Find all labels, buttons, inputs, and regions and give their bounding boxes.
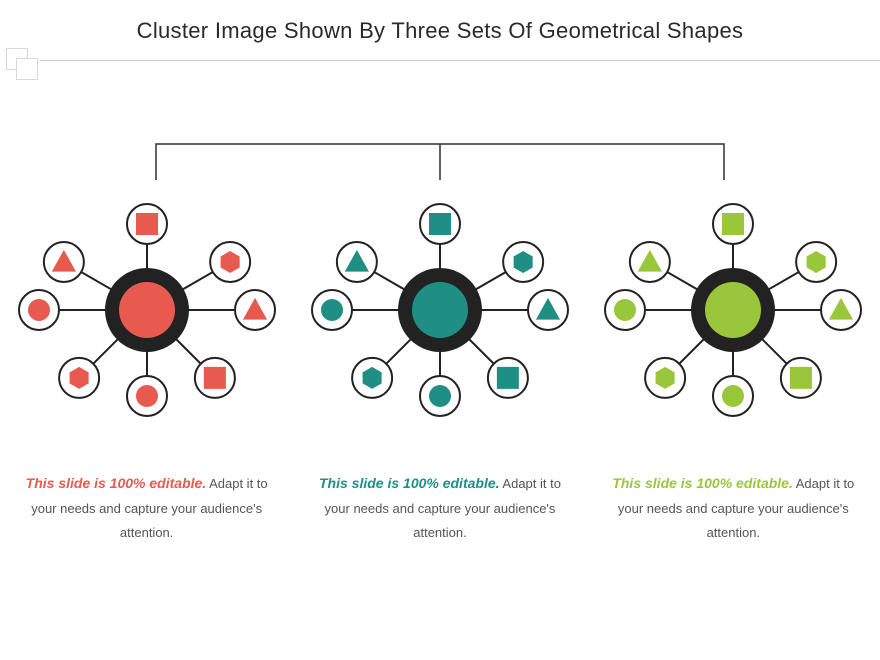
title-decoration xyxy=(0,48,880,78)
caption-bold: This slide is 100% editable. xyxy=(612,475,793,491)
page-title: Cluster Image Shown By Three Sets Of Geo… xyxy=(0,0,880,44)
cluster-2 xyxy=(593,160,873,460)
title-underline xyxy=(40,60,880,61)
captions-row: This slide is 100% editable. Adapt it to… xyxy=(0,470,880,546)
clusters-row xyxy=(0,160,880,460)
caption-0: This slide is 100% editable. Adapt it to… xyxy=(17,470,277,546)
cluster-1 xyxy=(300,160,580,460)
title-square-inner xyxy=(16,58,38,80)
caption-bold: This slide is 100% editable. xyxy=(319,475,500,491)
caption-2: This slide is 100% editable. Adapt it to… xyxy=(603,470,863,546)
caption-bold: This slide is 100% editable. xyxy=(26,475,207,491)
cluster-0 xyxy=(7,160,287,460)
caption-1: This slide is 100% editable. Adapt it to… xyxy=(310,470,570,546)
